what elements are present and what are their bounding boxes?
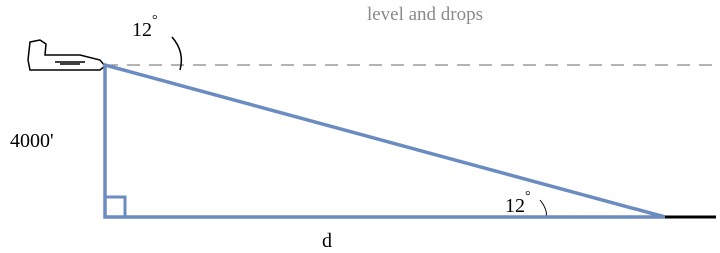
diagram: level and drops 12° 4000' 12° d: [0, 0, 720, 253]
distance-label: d: [322, 230, 332, 252]
angle-label: 12°: [132, 13, 158, 41]
angle-number: 12: [132, 19, 152, 41]
degree-sign: °: [525, 189, 531, 204]
caption: level and drops: [367, 4, 483, 25]
degree-sign: °: [152, 13, 158, 28]
triangle: [105, 65, 665, 217]
angle-number: 12: [505, 195, 525, 217]
height-label: 4000': [10, 130, 54, 152]
angle-label: 12°: [505, 189, 531, 217]
right-angle-mark: [105, 197, 125, 217]
airplane-sketch: [28, 40, 105, 70]
angle-arc: [540, 200, 546, 217]
